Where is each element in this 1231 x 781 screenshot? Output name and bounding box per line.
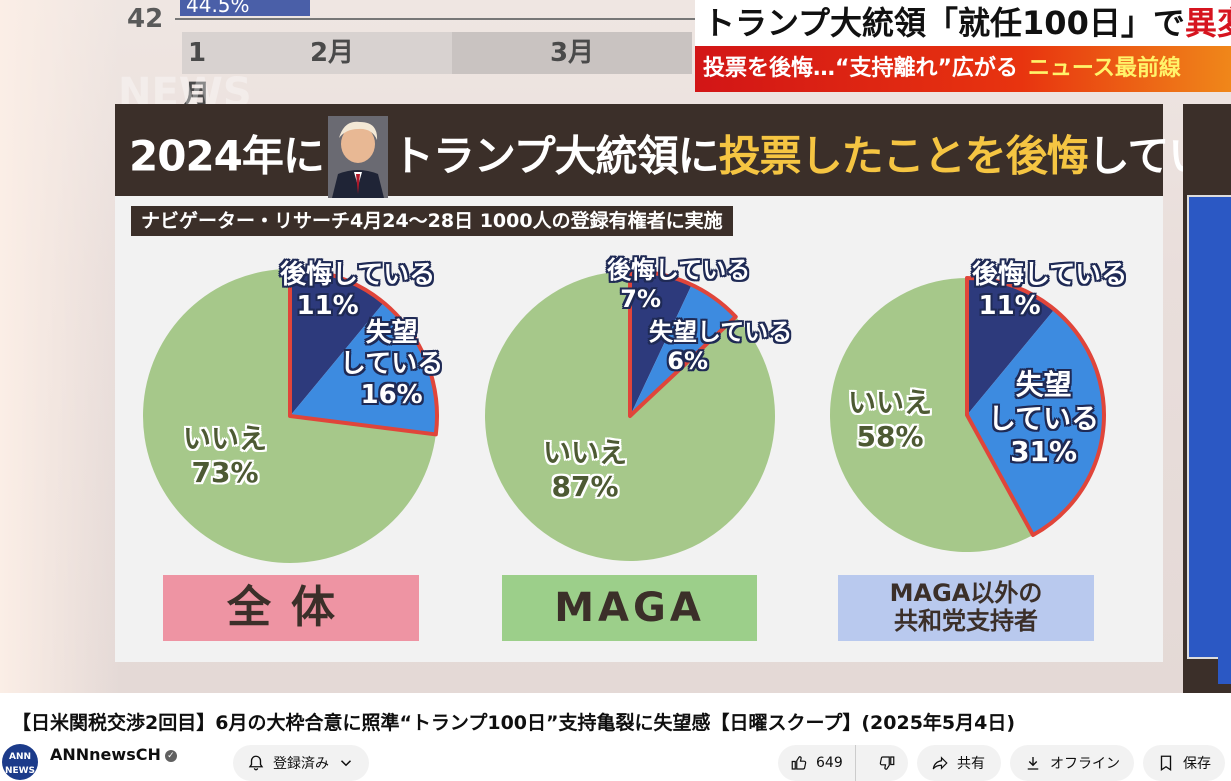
pie1-slice-disappoint [290,302,437,435]
ticker-subhead-text: 投票を後悔…“支持離れ”広がる [703,56,1018,81]
pie2-disappoint-text2: している [697,318,793,346]
pie1-disappoint-value: 16% [360,380,423,411]
dislike-button[interactable] [864,745,910,781]
video-background-glow [0,0,120,693]
survey-source: ナビゲーター・リサーチ4月24〜28日 1000人の登録有権者に実施 [131,206,733,236]
pie2-disappoint-value: 6% [667,346,709,375]
video-title: 【日米関税交渉2回目】6月の大枠合意に照準“トランプ100日”支持亀裂に失望感【… [12,712,1016,734]
panel-title: 2024年に トランプ大統領に投票したことを後悔しているか [129,116,1231,200]
share-label: 共有 [957,756,985,772]
pie3-slice-regret [967,278,1055,415]
pie2-slice-regret [630,271,692,416]
pie3-disappoint-text2: している [988,401,1100,435]
pie1-no-label: いいえ 73% [183,422,267,489]
save-button[interactable]: 保存 [1143,745,1225,781]
pie-charts [142,267,1106,563]
thumbs-down-icon [879,756,895,770]
trump-photo [327,116,388,198]
pie3-no-text: いいえ [848,386,933,419]
share-icon [932,756,948,770]
pie3-regret-label: 後悔している 11% [972,260,1127,322]
share-button[interactable]: 共有 [917,745,1001,781]
next-panel-content [1187,195,1231,659]
pie1-regret-text: 後悔している [280,260,436,290]
bookmark-icon [1160,755,1172,772]
pie3-no-value: 58% [856,419,924,453]
pie3-slice-disappoint [967,309,1104,536]
subscribed-label: 登録済み [273,756,329,772]
save-label: 保存 [1183,756,1211,772]
pie1-disappoint-label: 失望 している 16% [340,318,443,412]
pie3-highlight-outline [965,276,1106,538]
pie1-disappoint-text1: 失望 [365,318,418,348]
pie2-no-value: 87% [551,469,619,503]
download-icon [1027,757,1039,770]
video-player[interactable]: 42 44.5% 1月 2月 3月 NEWS トランプ大統領「就任100日」で異… [0,0,1231,693]
category-all: 全体 [163,575,419,641]
like-dislike-group: 649 [778,745,908,781]
ticker-headline: トランプ大統領「就任100日」で異変 [695,0,1231,46]
ann-corner-logo [1218,648,1231,684]
category-maga: MAGA [502,575,757,641]
pie2-highlight-outline [628,269,738,418]
ticker-subhead: 投票を後悔…“支持離れ”広がる ニュース最前線 [695,46,1231,92]
pie1-disappoint-text2: している [340,349,444,380]
pie3-disappoint-label: 失望 している 31% [988,368,1099,469]
pie2-disappoint-text: 失望している [649,318,792,347]
pie1-highlight-outline [288,267,439,437]
previous-chart-y-tick: 42 [127,4,164,34]
pie1-no-value: 73% [191,455,259,489]
channel-avatar[interactable]: ANN NEWS [2,744,38,780]
pie1-slice-regret [290,269,384,416]
like-button[interactable]: 649 [778,745,856,781]
pie1-no-text: いいえ [183,422,268,455]
pie2-disappoint-text1: 失望 [649,318,697,346]
pie3-no-label: いいえ 58% [848,386,932,453]
month-label: 3月 [452,32,692,74]
channel-name-text[interactable]: ANNnewsCH [50,745,161,764]
pie2-no-label: いいえ 87% [543,436,627,503]
pie1-regret-label: 後悔している 11% [280,260,435,322]
chevron-down-icon [340,760,352,767]
month-label: 1月 [183,38,210,110]
offline-label: オフライン [1050,756,1120,772]
channel-name[interactable]: ANNnewsCH ✓ [50,745,177,764]
pie3-regret-value: 11% [978,291,1041,322]
ticker-headline-accent: 異変 [1184,4,1231,42]
title-part: トランプ大統領に [391,131,720,181]
ticker-headline-text: トランプ大統領「就任100日」で [703,4,1185,42]
pie3-disappoint-value: 31% [1010,435,1078,469]
subscribed-button[interactable]: 登録済み [233,745,369,781]
pie2-regret-text: 後悔している [607,256,751,284]
month-label: 2月 [309,38,355,68]
verified-check-icon: ✓ [164,749,177,762]
title-part: 2024年に [129,131,325,181]
thumbs-up-icon [791,756,807,770]
pie2-no-text: いいえ [543,436,628,469]
pie3-regret-text: 後悔している [972,260,1128,290]
survey-panel: 2024年に トランプ大統領に投票したことを後悔しているか ナビゲーター・リサー… [115,104,1231,662]
pie3-disappoint-text1: 失望 [1015,368,1072,401]
previous-chart-axis [175,18,695,20]
pie3-slice-no [830,278,1034,552]
title-highlight: 投票したことを後悔 [718,131,1089,181]
pie2-slice-disappoint [630,284,736,416]
bell-icon [248,755,264,771]
ticker-news-tag: ニュース最前線 [1027,56,1181,81]
previous-chart-badge: 44.5% [180,0,310,16]
category-non-maga-line2: 共和党支持者 [893,607,1038,635]
pie2-regret-label: 後悔している 7% [607,256,750,314]
pie1-regret-value: 11% [296,291,359,322]
category-non-maga-republicans: MAGA以外の 共和党支持者 [838,575,1094,641]
pie2-regret-value: 7% [620,284,662,313]
pie2-disappoint-label: 失望している 6% [649,318,792,376]
panel-title-bar: 2024年に トランプ大統領に投票したことを後悔しているか [115,104,1231,198]
category-non-maga-line1: MAGA以外の [889,579,1043,608]
previous-chart-months: 1月 2月 3月 [182,32,692,110]
like-count: 649 [816,755,843,771]
offline-download-button[interactable]: オフライン [1010,745,1134,781]
